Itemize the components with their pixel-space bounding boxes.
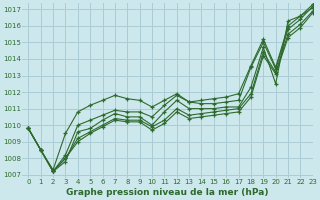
X-axis label: Graphe pression niveau de la mer (hPa): Graphe pression niveau de la mer (hPa) bbox=[66, 188, 269, 197]
